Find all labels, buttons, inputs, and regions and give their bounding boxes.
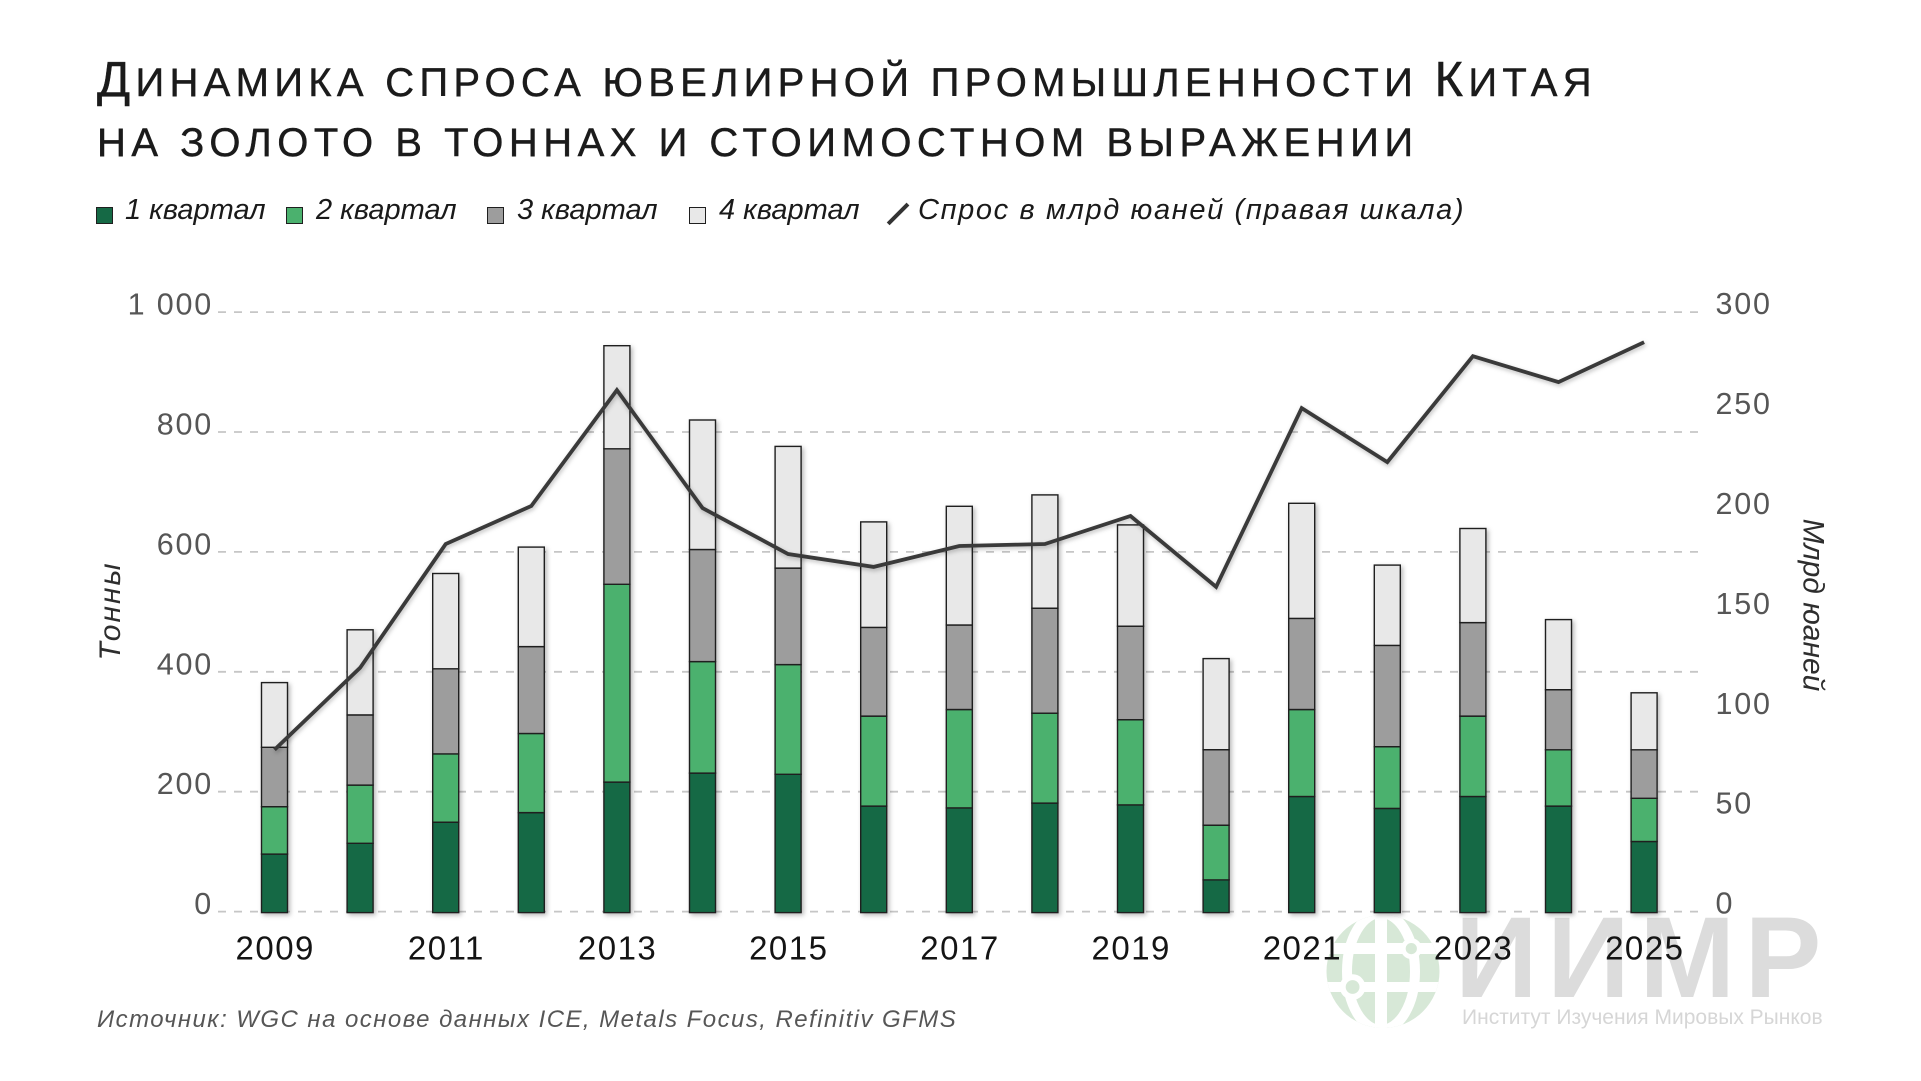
svg-text:2011: 2011 <box>408 930 485 967</box>
svg-text:Млрд юаней: Млрд юаней <box>1797 519 1830 692</box>
svg-text:150: 150 <box>1716 587 1772 621</box>
svg-text:2023: 2023 <box>1434 930 1513 967</box>
svg-text:600: 600 <box>157 527 213 561</box>
svg-text:250: 250 <box>1716 387 1772 421</box>
svg-text:Тонны: Тонны <box>94 561 127 660</box>
svg-text:2025: 2025 <box>1605 930 1684 967</box>
svg-text:300: 300 <box>1716 287 1772 321</box>
svg-text:2017: 2017 <box>920 930 999 967</box>
svg-text:2013: 2013 <box>578 930 657 967</box>
svg-text:200: 200 <box>1716 487 1772 521</box>
svg-text:400: 400 <box>157 647 213 681</box>
svg-text:100: 100 <box>1716 687 1772 721</box>
svg-text:2015: 2015 <box>749 930 828 967</box>
svg-text:0: 0 <box>194 887 213 921</box>
svg-text:800: 800 <box>157 408 213 442</box>
svg-text:2009: 2009 <box>235 930 314 967</box>
svg-text:50: 50 <box>1716 787 1754 821</box>
svg-text:2021: 2021 <box>1263 930 1342 967</box>
svg-text:0: 0 <box>1716 887 1735 921</box>
svg-text:200: 200 <box>157 767 213 801</box>
svg-text:2019: 2019 <box>1091 930 1170 967</box>
svg-text:1 000: 1 000 <box>128 288 213 322</box>
